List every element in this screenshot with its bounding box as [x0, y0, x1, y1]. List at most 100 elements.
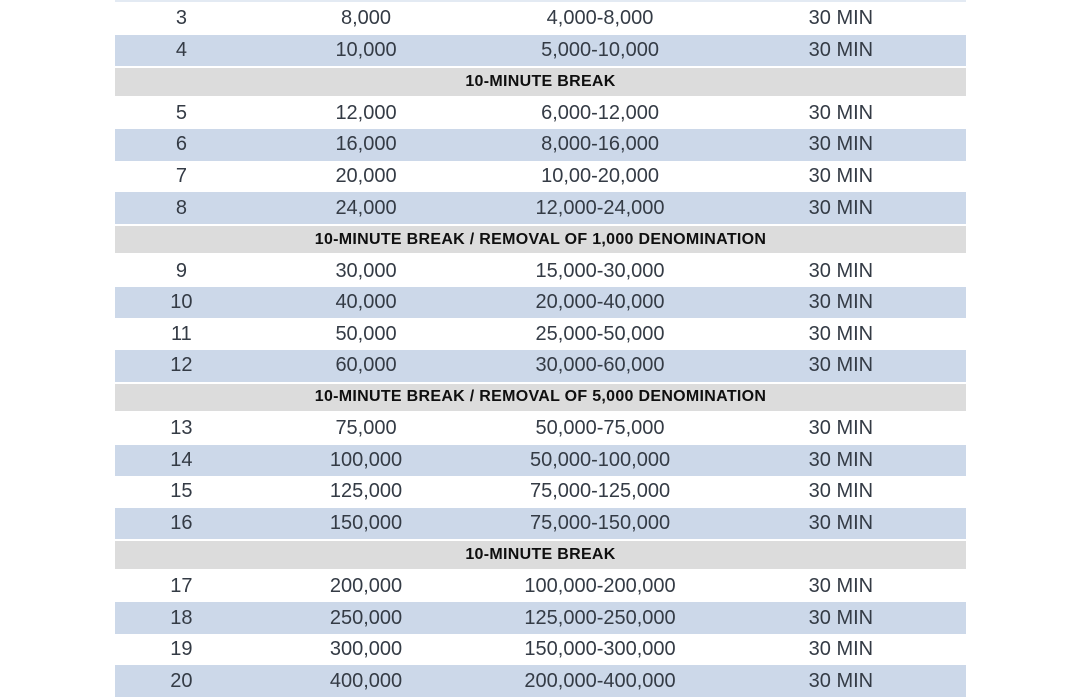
- level-cell: 19: [170, 638, 193, 661]
- big-blind-cell: 60,000: [335, 354, 397, 377]
- break-row: 10-MINUTE BREAK / REMOVAL OF 5,000 DENOM…: [115, 381, 966, 414]
- duration-cell: 30 MIN: [808, 354, 874, 377]
- big-blind-cell: 300,000: [329, 638, 403, 661]
- table-row: 14 100,000 50,000-100,000 30 MIN: [115, 444, 966, 477]
- level-cell: 14: [170, 448, 193, 471]
- table-row-partially-cropped: 20 400,000 200,000-400,000 30 MIN: [115, 665, 966, 697]
- blind-structure-table: 3 8,000 4,000-8,000 30 MIN 4 10,000 5,00…: [115, 0, 966, 697]
- break-row: 10-MINUTE BREAK / REMOVAL OF 1,000 DENOM…: [115, 223, 966, 256]
- table-row: 4 10,000 5,000-10,000 30 MIN: [115, 34, 966, 67]
- level-cell: 20: [170, 669, 193, 692]
- big-blind-cell: 20,000: [335, 165, 397, 187]
- table-row: 16 150,000 75,000-150,000 30 MIN: [115, 507, 966, 540]
- big-blind-cell: 150,000: [329, 512, 403, 535]
- level-cell: 5: [175, 101, 187, 124]
- table-row: 17 200,000 100,000-200,000 30 MIN: [115, 570, 966, 603]
- big-blind-cell: 125,000: [329, 480, 403, 503]
- level-cell: 18: [170, 606, 193, 629]
- blinds-range-cell: 100,000-200,000: [524, 575, 676, 598]
- level-cell: 8: [175, 196, 187, 219]
- big-blind-cell: 75,000: [335, 417, 397, 440]
- blinds-range-cell: 150,000-300,000: [524, 638, 676, 661]
- duration-cell: 30 MIN: [808, 291, 874, 314]
- level-cell: 4: [175, 38, 187, 61]
- blinds-range-cell: 6,000-12,000: [541, 101, 659, 124]
- table-row: 11 50,000 25,000-50,000 30 MIN: [115, 318, 966, 351]
- table-row: 8 24,000 12,000-24,000 30 MIN: [115, 192, 966, 224]
- level-cell: 3: [175, 7, 187, 30]
- blinds-range-cell: 50,000-100,000: [529, 448, 671, 471]
- level-cell: 17: [170, 575, 193, 598]
- blinds-range-cell: 125,000-250,000: [524, 606, 676, 629]
- level-cell: 7: [175, 165, 187, 187]
- big-blind-cell: 24,000: [335, 196, 397, 219]
- blinds-range-cell: 20,000-40,000: [535, 291, 665, 314]
- big-blind-cell: 30,000: [335, 259, 397, 282]
- blinds-range-cell: 50,000-75,000: [535, 417, 665, 440]
- break-row: 10-MINUTE BREAK: [115, 539, 966, 571]
- duration-cell: 30 MIN: [808, 196, 874, 219]
- cropped-row-above-edge: [115, 0, 966, 2]
- level-cell: 15: [170, 480, 193, 503]
- table-row: 3 8,000 4,000-8,000 30 MIN: [115, 3, 966, 35]
- break-label: 10-MINUTE BREAK: [465, 72, 616, 90]
- duration-cell: 30 MIN: [808, 638, 874, 661]
- table-row: 19 300,000 150,000-300,000 30 MIN: [115, 633, 966, 666]
- big-blind-cell: 10,000: [335, 38, 397, 61]
- big-blind-cell: 250,000: [329, 606, 403, 629]
- blinds-range-cell: 8,000-16,000: [541, 133, 659, 156]
- table-row: 7 20,000 10,00-20,000 30 MIN: [115, 160, 966, 193]
- big-blind-cell: 8,000: [341, 7, 392, 30]
- duration-cell: 30 MIN: [808, 38, 874, 61]
- duration-cell: 30 MIN: [808, 165, 874, 187]
- big-blind-cell: 200,000: [329, 575, 403, 598]
- duration-cell: 30 MIN: [808, 606, 874, 629]
- blinds-range-cell: 12,000-24,000: [535, 196, 665, 219]
- level-cell: 10: [170, 291, 193, 314]
- duration-cell: 30 MIN: [808, 7, 874, 30]
- blinds-range-cell: 10,00-20,000: [541, 165, 659, 187]
- big-blind-cell: 400,000: [329, 669, 403, 692]
- break-label: 10-MINUTE BREAK / REMOVAL OF 1,000 DENOM…: [314, 230, 767, 248]
- level-cell: 11: [170, 322, 192, 345]
- table-row: 5 12,000 6,000-12,000 30 MIN: [115, 97, 966, 130]
- duration-cell: 30 MIN: [808, 575, 874, 598]
- duration-cell: 30 MIN: [808, 448, 874, 471]
- table-row: 6 16,000 8,000-16,000 30 MIN: [115, 129, 966, 161]
- blinds-range-cell: 200,000-400,000: [524, 669, 676, 692]
- table-row: 12 60,000 30,000-60,000 30 MIN: [115, 350, 966, 382]
- big-blind-cell: 40,000: [335, 291, 397, 314]
- level-cell: 6: [175, 133, 187, 156]
- duration-cell: 30 MIN: [808, 133, 874, 156]
- table-row: 13 75,000 50,000-75,000 30 MIN: [115, 413, 966, 445]
- break-label: 10-MINUTE BREAK / REMOVAL OF 5,000 DENOM…: [314, 388, 767, 406]
- table-row: 9 30,000 15,000-30,000 30 MIN: [115, 255, 966, 287]
- duration-cell: 30 MIN: [808, 512, 874, 535]
- level-cell: 12: [170, 354, 193, 377]
- duration-cell: 30 MIN: [808, 101, 874, 124]
- table-row: 15 125,000 75,000-125,000 30 MIN: [115, 476, 966, 508]
- duration-cell: 30 MIN: [808, 480, 874, 503]
- level-cell: 9: [175, 259, 187, 282]
- break-label: 10-MINUTE BREAK: [465, 546, 616, 564]
- duration-cell: 30 MIN: [808, 669, 874, 692]
- big-blind-cell: 100,000: [329, 448, 403, 471]
- level-cell: 13: [170, 417, 193, 440]
- blinds-range-cell: 75,000-125,000: [529, 480, 671, 503]
- table-row: 10 40,000 20,000-40,000 30 MIN: [115, 286, 966, 319]
- big-blind-cell: 50,000: [335, 322, 397, 345]
- duration-cell: 30 MIN: [808, 417, 874, 440]
- blinds-range-cell: 25,000-50,000: [535, 322, 665, 345]
- big-blind-cell: 12,000: [335, 101, 397, 124]
- duration-cell: 30 MIN: [808, 322, 874, 345]
- table-row: 18 250,000 125,000-250,000 30 MIN: [115, 602, 966, 634]
- blinds-range-cell: 4,000-8,000: [546, 7, 654, 30]
- level-cell: 16: [170, 512, 193, 535]
- duration-cell: 30 MIN: [808, 259, 874, 282]
- big-blind-cell: 16,000: [335, 133, 397, 156]
- blinds-range-cell: 30,000-60,000: [535, 354, 665, 377]
- blinds-range-cell: 75,000-150,000: [529, 512, 671, 535]
- blinds-range-cell: 5,000-10,000: [541, 38, 659, 61]
- blinds-range-cell: 15,000-30,000: [535, 259, 665, 282]
- break-row: 10-MINUTE BREAK: [115, 66, 966, 98]
